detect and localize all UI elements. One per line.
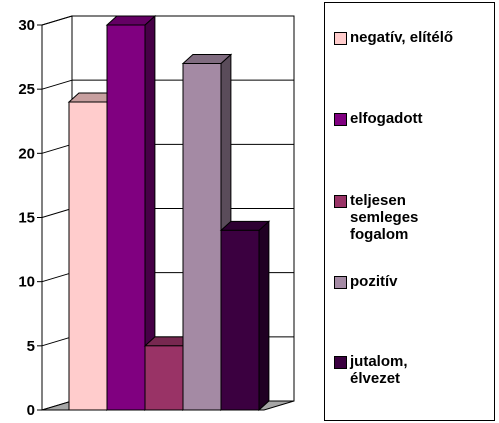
legend-item-negativ: negatív, elítélő	[334, 29, 492, 46]
legend-swatch	[334, 195, 347, 208]
legend-item-jutalom: jutalom, élvezet	[334, 353, 492, 387]
y-axis: 0 5 10 15 20 25 30	[18, 17, 43, 419]
bar-front	[220, 229, 260, 411]
bar-front	[68, 101, 108, 411]
y-tick-label: 5	[27, 338, 35, 355]
legend-label: pozitív	[350, 273, 398, 290]
bar-front	[106, 24, 146, 411]
gridline-side	[41, 79, 73, 90]
bar-chart: 0 5 10 15 20 25 30	[18, 14, 295, 419]
bar-front	[182, 63, 222, 411]
y-tick-label: 20	[18, 145, 35, 162]
y-tick-label: 15	[18, 210, 35, 227]
legend-item-pozitiv: pozitív	[334, 273, 492, 290]
bar-5	[219, 220, 271, 412]
legend-label: negatív, elítélő	[350, 29, 454, 46]
y-tick-label: 10	[18, 274, 35, 291]
gridline-side	[41, 208, 73, 218]
legend-swatch	[334, 32, 347, 45]
bar-front	[144, 345, 184, 411]
gridline-side	[41, 336, 73, 347]
bars	[67, 14, 271, 412]
legend-swatch	[334, 113, 347, 126]
y-tick-label: 0	[27, 402, 35, 419]
legend-label: elfogadott	[350, 110, 423, 127]
legend-swatch	[334, 356, 347, 369]
gridline-side	[41, 272, 73, 283]
y-tick-label: 30	[18, 17, 35, 34]
bar-side	[258, 220, 270, 412]
legend-swatch	[334, 276, 347, 289]
legend-item-semleges: teljesen semleges fogalom	[334, 192, 492, 243]
legend-label: teljesen semleges fogalom	[350, 192, 419, 243]
gridline-side	[41, 143, 73, 154]
legend-item-elfogadott: elfogadott	[334, 110, 492, 127]
legend: negatív, elítélő elfogadott teljesen sem…	[324, 2, 495, 421]
legend-label: jutalom, élvezet	[350, 353, 408, 387]
bar-2	[105, 14, 157, 412]
gridline-side	[41, 15, 73, 26]
y-tick-label: 25	[18, 81, 35, 98]
